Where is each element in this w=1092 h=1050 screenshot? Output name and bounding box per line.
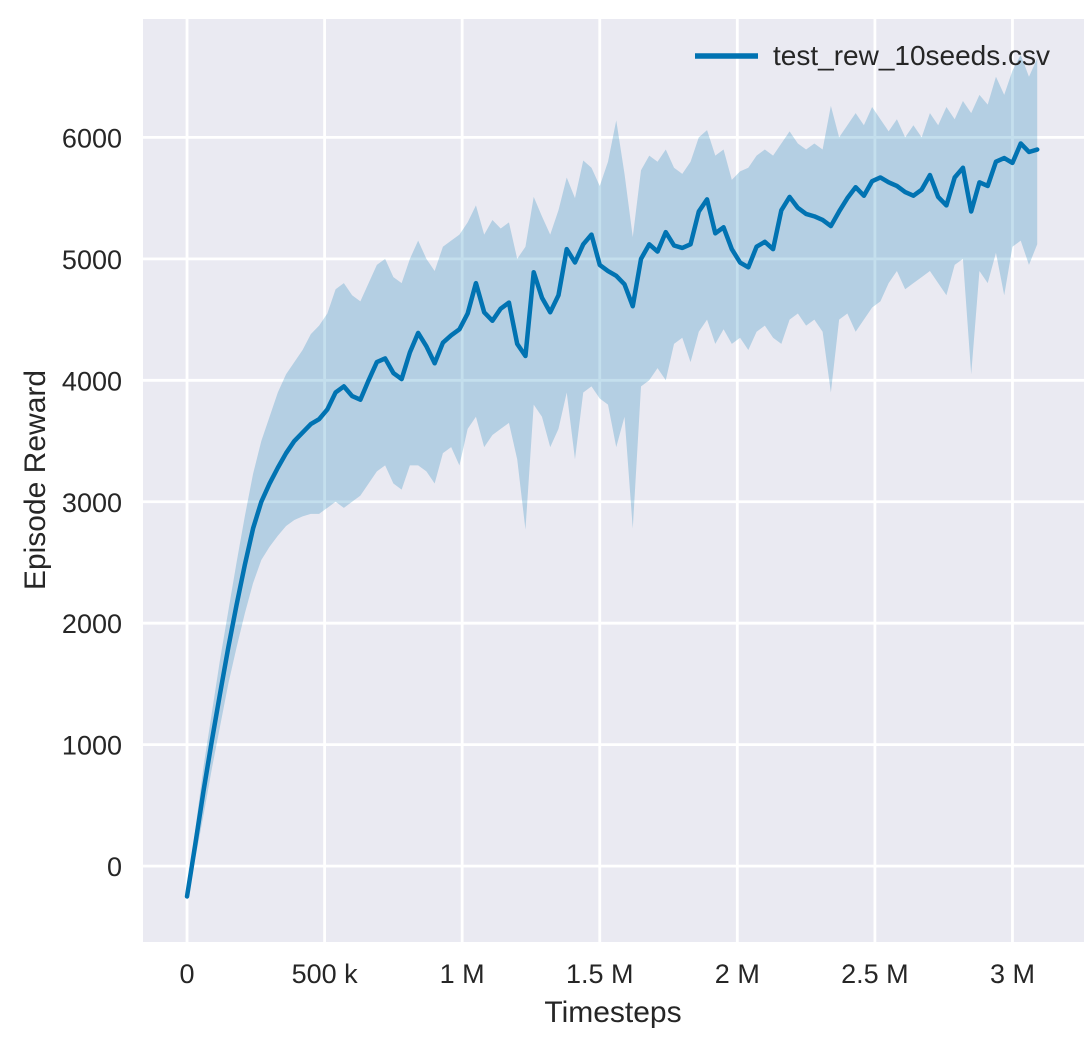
plot-area [143, 19, 1084, 942]
confidence-band [187, 54, 1038, 901]
legend: test_rew_10seeds.csv [695, 40, 1050, 71]
mean-line [184, 141, 1040, 899]
plot-background [143, 19, 1084, 942]
y-tick-label: 4000 [62, 366, 122, 396]
x-tick-label: 2.5 M [841, 959, 909, 989]
y-axis-label: Episode Reward [19, 370, 52, 590]
tick-labels: 0 500 k 1 M 1.5 M 2 M 2.5 M 3 M 0 1000 2000 3000 40… [62, 123, 1035, 989]
y-tick-label: 1000 [62, 731, 122, 761]
y-tick-label: 0 [107, 852, 122, 882]
x-tick-label: 1.5 M [566, 959, 634, 989]
legend-label: test_rew_10seeds.csv [773, 40, 1050, 71]
y-tick-label: 5000 [62, 245, 122, 275]
x-axis-label: Timesteps [544, 996, 681, 1029]
x-tick-label: 1 M [440, 959, 485, 989]
x-tick-label: 2 M [715, 959, 760, 989]
x-tick-label: 0 [180, 959, 195, 989]
x-tick-label: 500 k [292, 959, 359, 989]
y-tick-label: 2000 [62, 609, 122, 639]
x-tick-label: 3 M [990, 959, 1035, 989]
y-tick-label: 6000 [62, 123, 122, 153]
y-tick-label: 3000 [62, 488, 122, 518]
